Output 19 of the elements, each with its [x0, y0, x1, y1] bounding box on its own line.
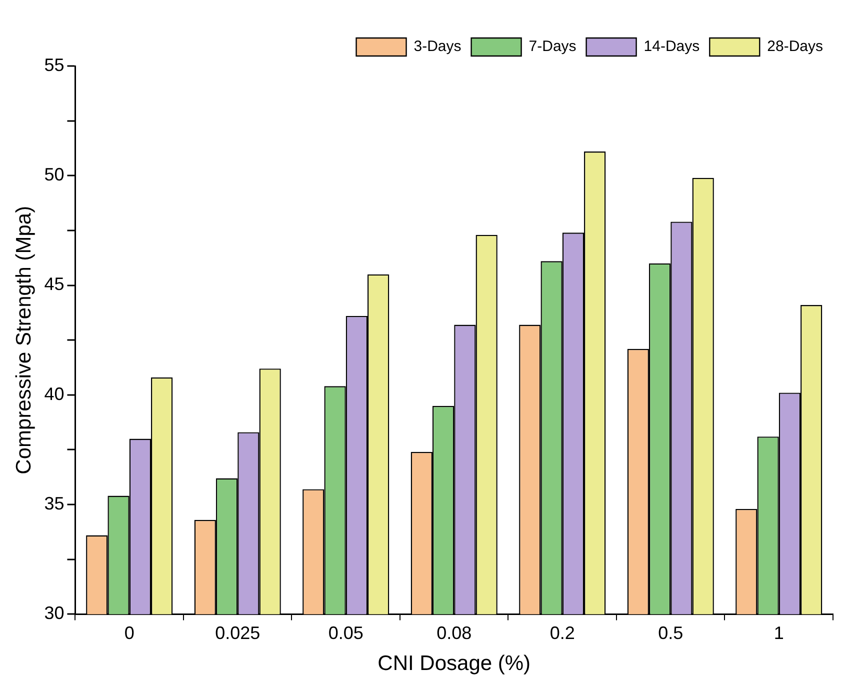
y-tick-label: 45: [44, 274, 64, 294]
x-tick-label: 0.2: [550, 622, 575, 643]
x-tick-label: 0.05: [328, 622, 364, 643]
x-tick-label: 0.5: [658, 622, 684, 643]
y-tick-label: 35: [44, 494, 64, 514]
y-axis-title: Compressive Strength (Mpa): [12, 206, 36, 474]
x-tick-label: 0.025: [215, 622, 260, 643]
y-tick-label: 50: [44, 164, 64, 185]
x-tick-label: 0: [124, 622, 134, 643]
y-tick-label: 40: [44, 384, 64, 404]
x-tick-label: 1: [774, 622, 784, 643]
legend-label: 28-Days: [767, 38, 824, 56]
legend-label: 3-Days: [414, 38, 462, 56]
legend-label: 7-Days: [528, 38, 576, 56]
legend-label: 14-Days: [644, 38, 700, 56]
y-tick-label: 55: [44, 54, 64, 75]
x-tick-label: 0.08: [436, 622, 472, 643]
y-tick-label: 30: [44, 603, 64, 624]
x-axis-title: CNI Dosage (%): [378, 652, 531, 676]
